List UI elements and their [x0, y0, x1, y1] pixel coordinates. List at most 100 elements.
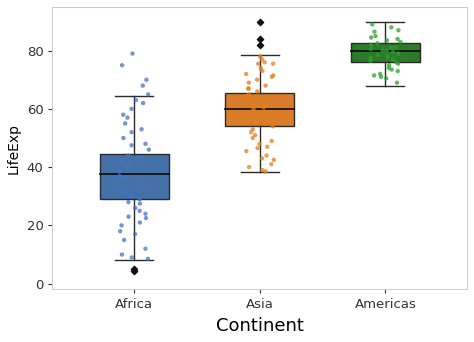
Point: [270, 73, 277, 78]
Point: [367, 42, 375, 48]
Point: [377, 74, 385, 80]
Point: [137, 155, 145, 161]
Point: [116, 186, 124, 192]
Point: [366, 58, 374, 64]
Point: [136, 196, 144, 202]
Point: [260, 96, 267, 102]
Point: [374, 41, 381, 46]
Point: [387, 45, 395, 51]
Point: [127, 194, 135, 199]
Point: [116, 173, 123, 179]
Point: [119, 135, 127, 141]
Point: [249, 100, 257, 106]
Point: [118, 159, 126, 164]
Bar: [100, 154, 169, 199]
Point: [136, 201, 144, 206]
Point: [260, 105, 267, 110]
Point: [246, 115, 254, 120]
Point: [394, 68, 401, 74]
Point: [140, 182, 148, 187]
Point: [255, 61, 262, 66]
Point: [115, 169, 123, 174]
X-axis label: Continent: Continent: [216, 317, 304, 335]
Point: [136, 179, 143, 184]
Point: [270, 157, 278, 162]
Point: [250, 106, 257, 111]
Point: [257, 65, 264, 71]
Y-axis label: LifeExp: LifeExp: [7, 123, 21, 174]
Point: [367, 35, 375, 40]
Point: [255, 141, 263, 147]
Point: [379, 48, 386, 53]
Point: [139, 83, 146, 88]
Point: [393, 80, 401, 86]
Point: [143, 77, 150, 82]
Point: [265, 94, 273, 100]
Point: [256, 19, 264, 24]
Point: [129, 51, 137, 56]
Point: [245, 86, 253, 91]
Point: [121, 189, 129, 195]
Point: [142, 215, 150, 221]
Point: [261, 60, 268, 65]
Point: [395, 27, 402, 33]
Point: [383, 48, 391, 53]
Point: [126, 163, 133, 168]
Point: [258, 68, 266, 74]
Point: [259, 167, 266, 173]
Point: [144, 256, 152, 262]
Point: [145, 147, 153, 153]
Point: [372, 33, 379, 39]
Point: [268, 138, 275, 144]
Point: [397, 39, 404, 45]
Point: [138, 127, 146, 132]
Point: [245, 92, 252, 97]
Point: [267, 161, 275, 167]
Point: [142, 141, 149, 147]
Point: [249, 135, 256, 141]
Bar: [351, 43, 420, 62]
Point: [139, 100, 147, 106]
Point: [385, 63, 393, 68]
Point: [256, 42, 264, 48]
Point: [121, 121, 129, 126]
Point: [264, 144, 271, 149]
Point: [392, 60, 400, 65]
Point: [118, 63, 126, 68]
Point: [131, 232, 139, 237]
Point: [128, 106, 136, 111]
Point: [241, 112, 249, 117]
Point: [261, 121, 269, 126]
Point: [368, 22, 376, 27]
Point: [264, 99, 271, 104]
Point: [389, 49, 397, 55]
Point: [251, 132, 259, 138]
Point: [242, 71, 250, 77]
Point: [256, 36, 264, 42]
Point: [244, 97, 252, 103]
Point: [370, 73, 378, 78]
Point: [142, 211, 149, 216]
Point: [394, 51, 402, 56]
Point: [121, 175, 128, 181]
Point: [392, 45, 400, 51]
Point: [258, 57, 266, 62]
Point: [383, 76, 390, 81]
Point: [262, 83, 269, 88]
Point: [253, 103, 260, 109]
Point: [131, 205, 139, 211]
Point: [384, 54, 392, 59]
Point: [253, 77, 261, 82]
Point: [385, 65, 392, 71]
Point: [132, 97, 140, 103]
Point: [247, 130, 255, 135]
Point: [245, 165, 253, 170]
Point: [371, 29, 378, 35]
Point: [244, 86, 252, 91]
Point: [383, 38, 391, 43]
Point: [120, 237, 128, 243]
Point: [130, 266, 138, 272]
Point: [376, 71, 384, 77]
Point: [262, 169, 270, 174]
Point: [269, 61, 277, 66]
